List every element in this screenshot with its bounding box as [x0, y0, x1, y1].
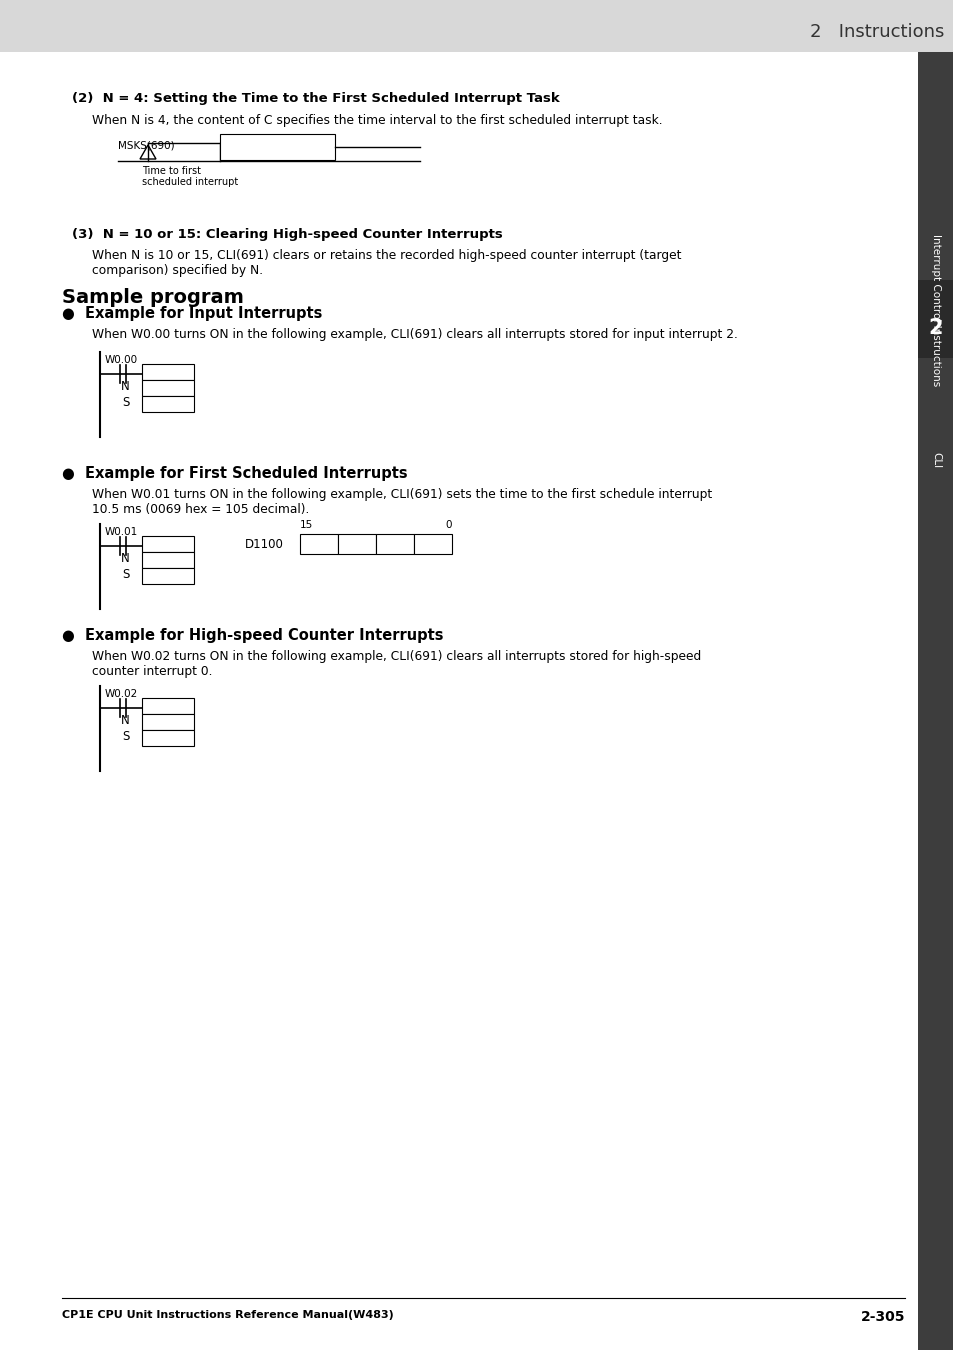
FancyBboxPatch shape: [142, 730, 193, 747]
FancyBboxPatch shape: [414, 535, 452, 554]
Text: 6: 6: [391, 537, 398, 551]
Text: Execution of scheduled: Execution of scheduled: [223, 136, 336, 147]
Text: W0.02: W0.02: [105, 688, 138, 699]
Text: ●  Example for High-speed Counter Interrupts: ● Example for High-speed Counter Interru…: [62, 628, 443, 643]
FancyBboxPatch shape: [220, 134, 335, 161]
Text: S: S: [123, 396, 130, 409]
Text: When W0.02 turns ON in the following example, CLI(691) clears all interrupts sto: When W0.02 turns ON in the following exa…: [91, 649, 700, 663]
FancyBboxPatch shape: [917, 53, 953, 1350]
Text: Interrupt Control Instructions: Interrupt Control Instructions: [930, 234, 940, 386]
Text: CLI: CLI: [159, 701, 177, 713]
Text: 15: 15: [299, 520, 313, 531]
Text: CLI: CLI: [159, 539, 177, 551]
Text: When N is 10 or 15, CLI(691) clears or retains the recorded high-speed counter i: When N is 10 or 15, CLI(691) clears or r…: [91, 248, 680, 262]
FancyBboxPatch shape: [142, 714, 193, 730]
Text: CP1E CPU Unit Instructions Reference Manual(W483): CP1E CPU Unit Instructions Reference Man…: [62, 1310, 394, 1320]
FancyBboxPatch shape: [375, 535, 414, 554]
Text: (3)  N = 10 or 15: Clearing High-speed Counter Interrupts: (3) N = 10 or 15: Clearing High-speed Co…: [71, 228, 502, 242]
Text: Time to first: Time to first: [142, 166, 201, 176]
FancyBboxPatch shape: [142, 364, 193, 379]
Text: (2)  N = 4: Setting the Time to the First Scheduled Interrupt Task: (2) N = 4: Setting the Time to the First…: [71, 92, 559, 105]
Text: 2   Instructions: 2 Instructions: [809, 23, 943, 40]
Text: CLI: CLI: [159, 366, 177, 379]
FancyBboxPatch shape: [142, 568, 193, 585]
Text: #0001: #0001: [148, 398, 188, 410]
Text: scheduled interrupt: scheduled interrupt: [142, 177, 238, 188]
Text: ●  Example for First Scheduled Interrupts: ● Example for First Scheduled Interrupts: [62, 466, 407, 481]
FancyBboxPatch shape: [142, 536, 193, 552]
Text: N: N: [121, 379, 130, 393]
Text: S: S: [123, 730, 130, 742]
Text: 2-305: 2-305: [860, 1310, 904, 1324]
Text: N: N: [121, 552, 130, 566]
Text: D1100: D1100: [149, 570, 187, 583]
Text: W0.00: W0.00: [105, 355, 138, 364]
FancyBboxPatch shape: [0, 0, 953, 53]
Text: W0.01: W0.01: [105, 526, 138, 537]
FancyBboxPatch shape: [142, 379, 193, 396]
FancyBboxPatch shape: [142, 552, 193, 568]
FancyBboxPatch shape: [917, 279, 953, 358]
Text: 0: 0: [353, 537, 360, 551]
Text: CLI: CLI: [930, 452, 940, 468]
FancyBboxPatch shape: [299, 535, 337, 554]
Text: Sample program: Sample program: [62, 288, 244, 306]
Text: MSKS(690): MSKS(690): [118, 140, 174, 150]
Text: D1100: D1100: [245, 537, 284, 551]
Text: When W0.00 turns ON in the following example, CLI(691) clears all interrupts sto: When W0.00 turns ON in the following exa…: [91, 328, 737, 342]
FancyBboxPatch shape: [142, 698, 193, 714]
Text: S: S: [123, 568, 130, 580]
Text: 9: 9: [429, 537, 436, 551]
Text: 4: 4: [164, 554, 172, 567]
Text: 10.5 ms (0069 hex = 105 decimal).: 10.5 ms (0069 hex = 105 decimal).: [91, 504, 309, 516]
FancyBboxPatch shape: [142, 396, 193, 412]
Text: When W0.01 turns ON in the following example, CLI(691) sets the time to the firs: When W0.01 turns ON in the following exa…: [91, 487, 712, 501]
Text: counter interrupt 0.: counter interrupt 0.: [91, 666, 213, 678]
Text: 0: 0: [445, 520, 452, 531]
FancyBboxPatch shape: [337, 535, 375, 554]
Text: 102: 102: [156, 382, 179, 396]
Text: N: N: [121, 714, 130, 728]
Text: 0: 0: [314, 537, 323, 551]
Text: 2: 2: [928, 319, 943, 338]
Text: comparison) specified by N.: comparison) specified by N.: [91, 265, 263, 277]
Text: ●  Example for Input Interrupts: ● Example for Input Interrupts: [62, 306, 322, 321]
Text: 10: 10: [160, 716, 175, 729]
Text: When N is 4, the content of C specifies the time interval to the first scheduled: When N is 4, the content of C specifies …: [91, 113, 662, 127]
Text: #0001: #0001: [148, 732, 188, 745]
Text: interrupt task.: interrupt task.: [223, 148, 293, 158]
